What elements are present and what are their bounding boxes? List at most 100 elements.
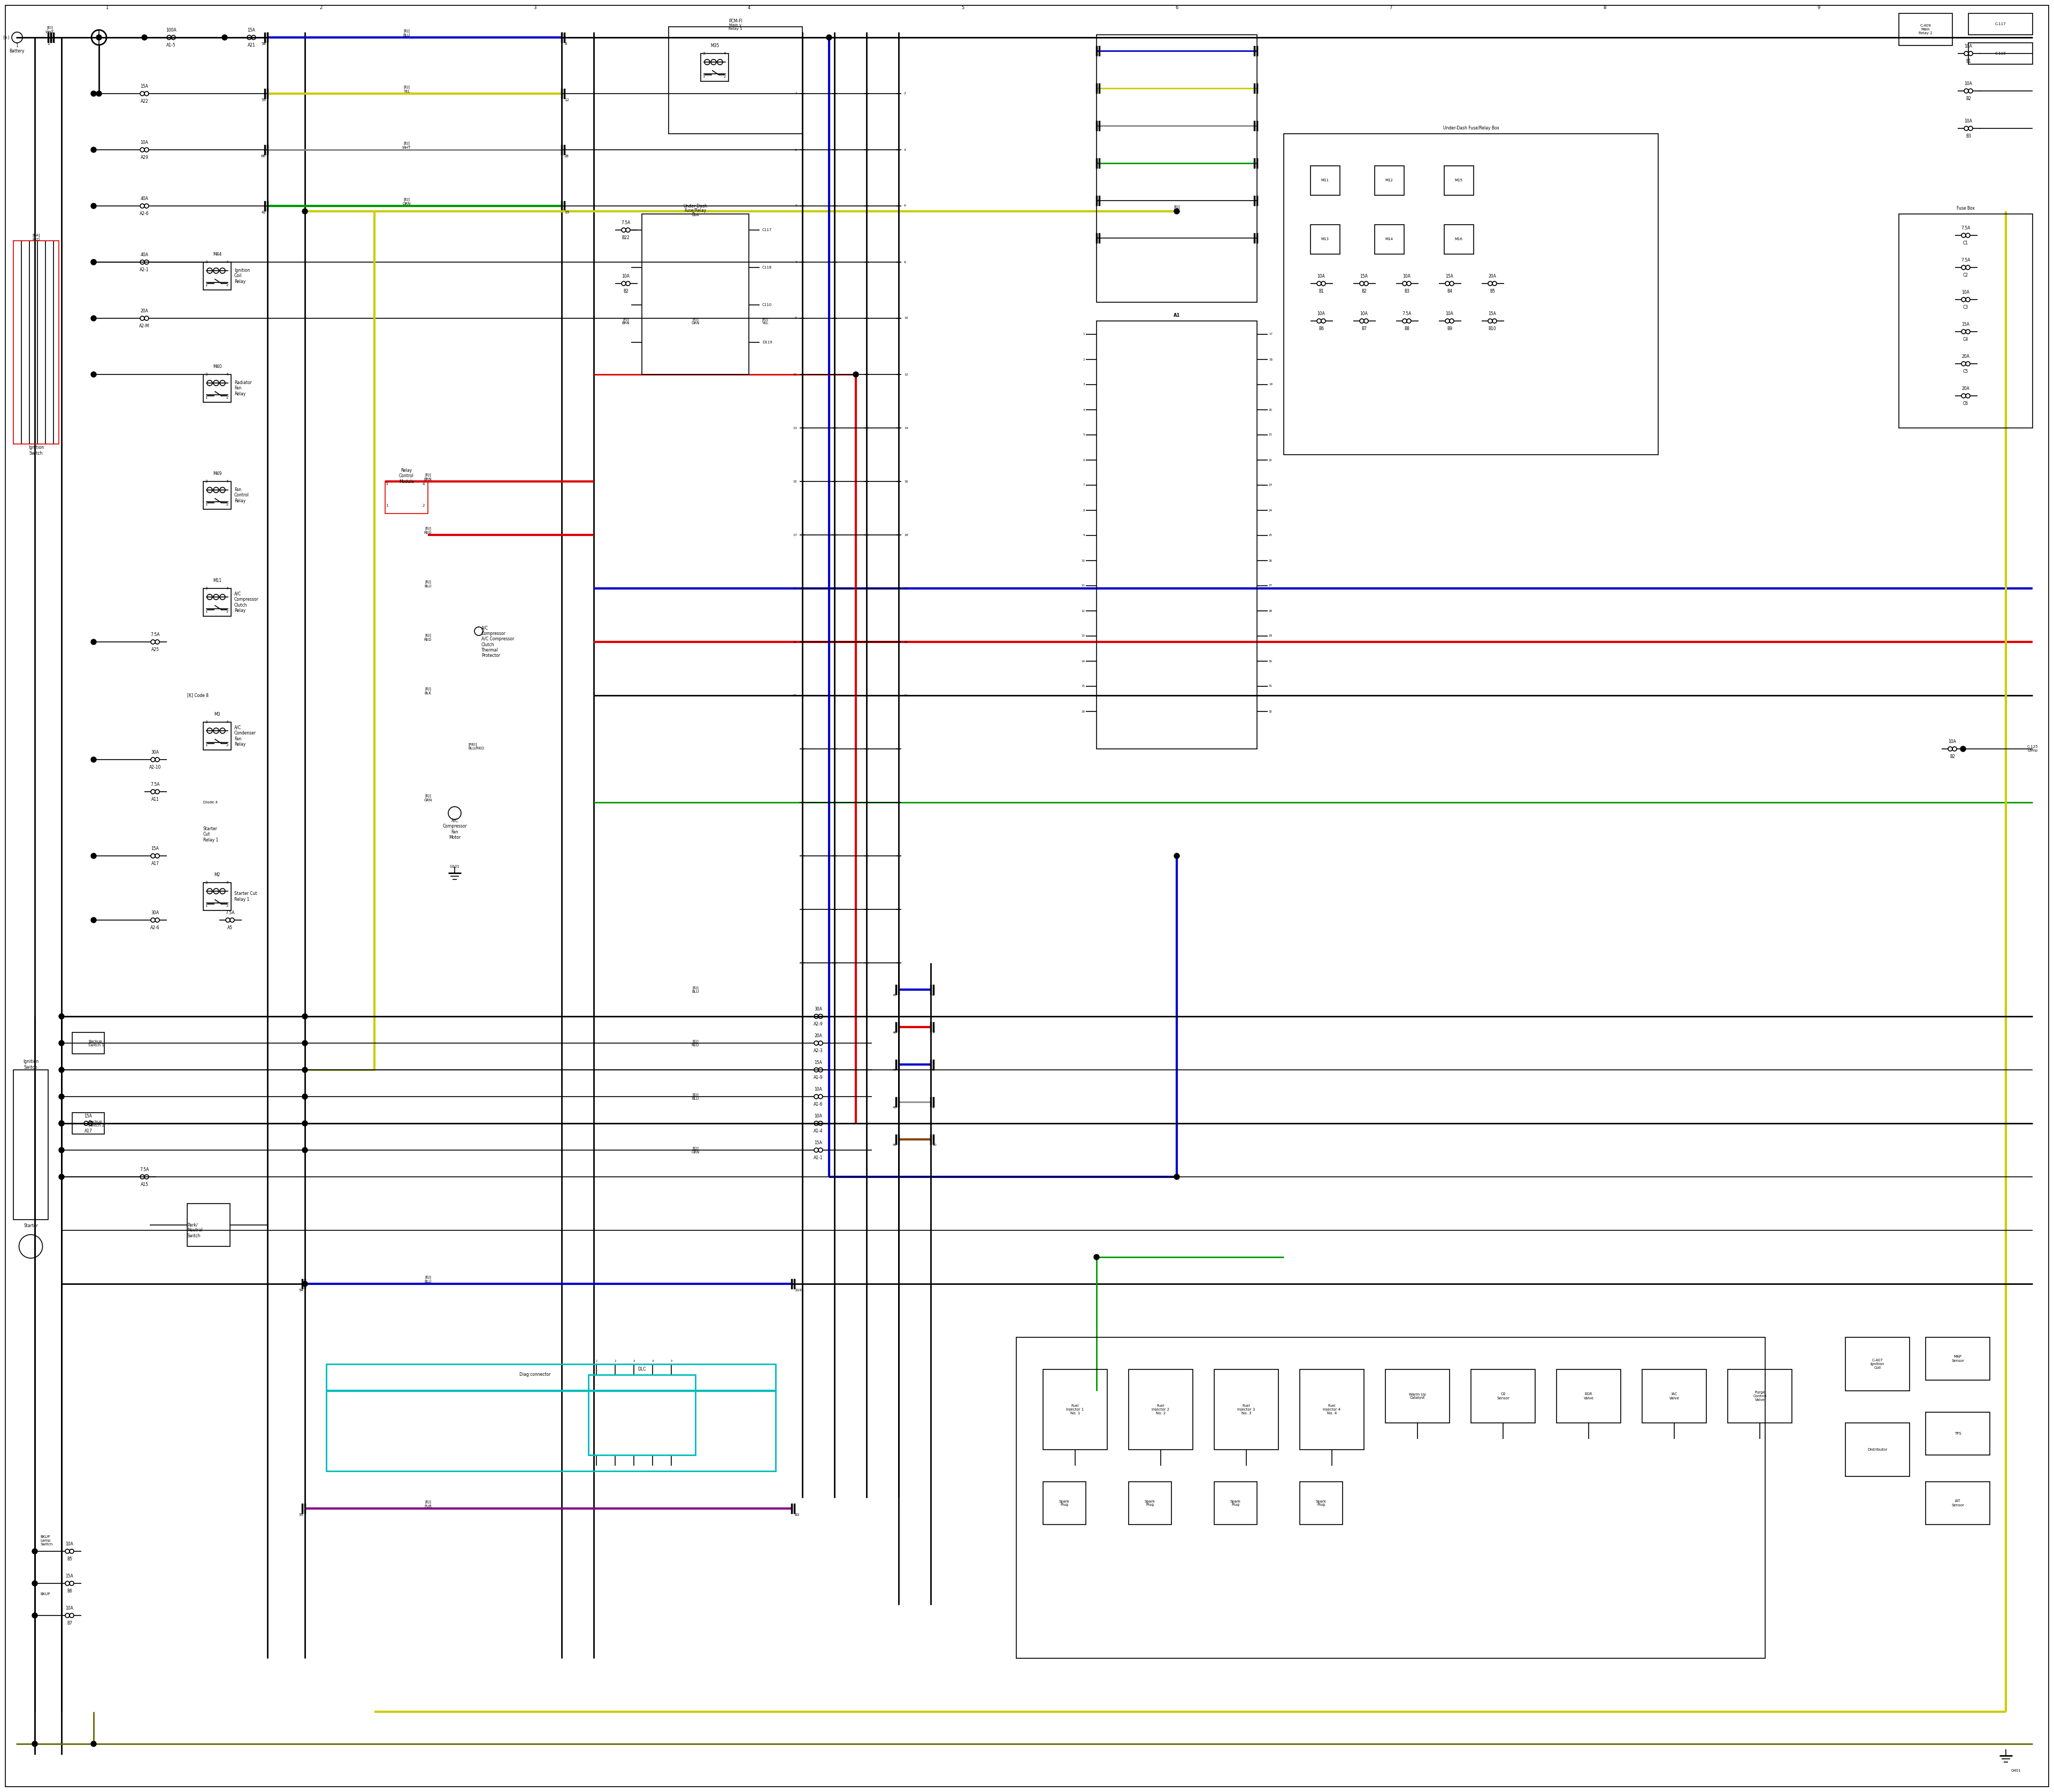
Circle shape (302, 1093, 308, 1098)
Text: B7: B7 (68, 1620, 72, 1625)
Text: [REI]
BLU/RED: [REI] BLU/RED (468, 742, 485, 749)
Circle shape (90, 853, 97, 858)
Bar (1017, 1337, 1764, 1658)
Text: 31: 31 (1269, 685, 1273, 688)
Text: 66: 66 (261, 154, 265, 158)
Text: Backup
Switch 2: Backup Switch 2 (88, 1120, 105, 1127)
Text: Diode 4: Diode 4 (203, 801, 218, 805)
Bar (1844, 1337, 1910, 1391)
Bar (1898, 13, 1953, 45)
Text: C118: C118 (762, 265, 772, 269)
Text: 1: 1 (205, 504, 207, 505)
Text: B10: B10 (1489, 326, 1495, 332)
Text: IAC
Valve: IAC Valve (1670, 1392, 1680, 1400)
Text: A25: A25 (152, 647, 158, 652)
Text: Purge
Control
Valve: Purge Control Valve (1752, 1391, 1766, 1401)
Text: 10A: 10A (1446, 312, 1454, 315)
Text: 7.5A: 7.5A (1962, 258, 1970, 263)
Text: Fan
Control
Relay: Fan Control Relay (234, 487, 249, 504)
Text: B3: B3 (1966, 134, 1972, 138)
Text: C117: C117 (762, 228, 772, 231)
Text: 18: 18 (904, 534, 908, 536)
Bar (1444, 167, 1473, 195)
Text: 30A: 30A (152, 910, 158, 916)
Text: 45: 45 (893, 993, 898, 996)
Text: [EA]: [EA] (33, 233, 39, 237)
Text: M44: M44 (214, 253, 222, 256)
Text: Starter Cut
Relay 1: Starter Cut Relay 1 (234, 891, 257, 901)
Text: 13: 13 (793, 426, 797, 430)
Circle shape (33, 1613, 37, 1618)
Text: 6: 6 (904, 204, 906, 208)
Text: 1: 1 (16, 43, 18, 48)
Text: 14: 14 (1080, 659, 1085, 663)
Text: 8: 8 (933, 1068, 935, 1072)
Text: Box: Box (692, 213, 698, 217)
Bar (187, 1204, 230, 1247)
Text: 19: 19 (793, 588, 797, 590)
Text: Under-Dash: Under-Dash (684, 204, 707, 210)
Text: 47: 47 (893, 1068, 898, 1072)
Text: Starter: Starter (23, 1224, 37, 1229)
Text: 20A: 20A (1489, 274, 1495, 280)
Bar (386, 482, 427, 514)
Text: 3: 3 (534, 5, 536, 11)
Text: 7: 7 (933, 1030, 935, 1034)
Text: 10A: 10A (1403, 274, 1411, 280)
Text: B5: B5 (68, 1557, 72, 1561)
Circle shape (90, 147, 97, 152)
Bar (1300, 1482, 1343, 1525)
Text: 5: 5 (961, 5, 963, 11)
Text: C5: C5 (1964, 369, 1968, 375)
Text: 21: 21 (1269, 434, 1273, 435)
Text: DLC: DLC (637, 1367, 647, 1373)
Text: A2-1: A2-1 (140, 267, 150, 272)
Circle shape (60, 1120, 64, 1125)
Text: 10A: 10A (1964, 43, 1972, 48)
Bar (587, 1374, 696, 1455)
Text: C3: C3 (1964, 305, 1968, 310)
Text: 4: 4 (748, 5, 750, 11)
Text: PCM-FI: PCM-FI (729, 20, 741, 23)
Text: A1-4: A1-4 (813, 1129, 824, 1134)
Text: [EJ]
GRN: [EJ] GRN (692, 1147, 700, 1154)
Text: [EJ]: [EJ] (403, 142, 409, 145)
Text: 9: 9 (795, 317, 797, 319)
Circle shape (60, 1068, 64, 1073)
Text: 7: 7 (795, 262, 797, 263)
Bar (203, 883, 230, 910)
Text: WHT: WHT (403, 145, 411, 149)
Text: 26: 26 (1269, 559, 1273, 563)
Text: [EJ]
BLU: [EJ] BLU (692, 1093, 698, 1100)
Circle shape (60, 1120, 64, 1125)
Text: 15: 15 (1080, 685, 1085, 688)
Text: BLU: BLU (425, 1279, 431, 1283)
Text: 30A: 30A (152, 751, 158, 754)
Text: 14: 14 (904, 426, 908, 430)
Text: B4: B4 (1446, 289, 1452, 294)
Text: [EJ]: [EJ] (425, 794, 431, 797)
Text: Fuel
Injector 3
No. 3: Fuel Injector 3 No. 3 (1237, 1405, 1255, 1416)
Text: 15A: 15A (1962, 323, 1970, 326)
Circle shape (60, 1014, 64, 1020)
Text: 58: 58 (261, 43, 265, 45)
Text: M13: M13 (1321, 238, 1329, 240)
Text: Fuse/Relay: Fuse/Relay (684, 208, 707, 213)
Text: 1: 1 (205, 903, 207, 907)
Text: 10: 10 (1080, 559, 1085, 563)
Text: A15: A15 (140, 1183, 148, 1186)
Text: 2: 2 (423, 504, 425, 507)
Text: 7.5A: 7.5A (150, 633, 160, 638)
Text: 4: 4 (226, 882, 228, 883)
Text: M14: M14 (1384, 238, 1393, 240)
Text: Relay
Control
Module: Relay Control Module (398, 468, 415, 484)
Text: Ignition
Coil
Relay: Ignition Coil Relay (234, 269, 251, 283)
Text: [EJ]
BLU: [EJ] BLU (692, 986, 698, 993)
Text: G401: G401 (2011, 1769, 2021, 1772)
Circle shape (90, 918, 97, 923)
Text: MAP
Sensor: MAP Sensor (1951, 1355, 1964, 1362)
Text: Spark
Plug: Spark Plug (1060, 1500, 1070, 1507)
Circle shape (60, 1174, 64, 1179)
Circle shape (302, 1068, 308, 1073)
Text: 3: 3 (205, 586, 207, 590)
